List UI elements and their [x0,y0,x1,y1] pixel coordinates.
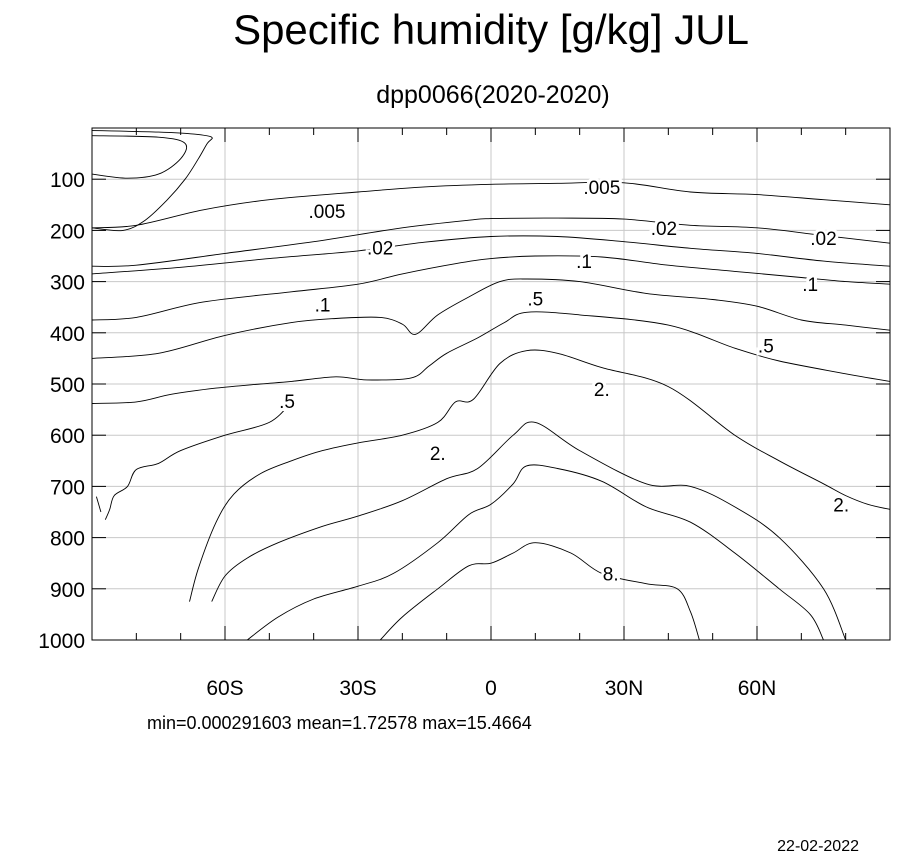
contour-line [91,278,891,359]
contour-line [189,349,891,602]
contour-label: .02 [810,229,836,250]
chart-subtitle: dpp0066(2020-2020) [376,81,610,109]
x-tick-label: 60N [738,677,777,700]
contour-label: .005 [308,202,345,223]
contour-label: 2. [833,495,849,516]
y-tick-label: 300 [50,272,85,295]
y-tick-label: 200 [50,220,85,243]
x-tick-label: 0 [485,677,497,700]
contour-line [91,217,891,267]
x-tick-label: 30N [605,677,644,700]
contour-label: .1 [576,252,592,273]
contour-line [91,235,891,275]
contour-line [91,130,213,232]
y-tick-label: 900 [50,579,85,602]
contour-label: .005 [583,178,620,199]
x-tick-label: 30S [339,677,376,700]
x-tick-label: 60S [206,677,243,700]
chart-title: Specific humidity [g/kg] JUL [233,6,749,53]
contour-lines [91,130,891,641]
contour-line [104,401,292,520]
x-tick-labels: 60S 30S 0 30N 60N [206,677,776,700]
contour-label: .5 [527,289,543,310]
contour-line [211,421,847,641]
contour-line [91,181,891,229]
date-text: 22-02-2022 [777,838,859,855]
contour-label: .1 [802,275,818,296]
contour-labels: .005 .005 .02 .02 .02 .1 .1 .1 .5 .5 .5 2. 2. 2. 8. [276,175,852,589]
contour-label: .02 [651,219,677,240]
y-tick-label: 700 [50,476,85,499]
contour-line [91,311,891,404]
y-tick-label: 400 [50,323,85,346]
contour-label: .5 [279,392,295,413]
y-tick-label: 1000 [38,630,85,653]
contour-line [246,464,824,641]
stats-text: min=0.000291603 mean=1.72578 max=15.4664 [147,713,532,733]
contour-label: .5 [758,337,774,358]
y-tick-label: 800 [50,528,85,551]
contour-label: .02 [367,238,393,259]
contour-label: 2. [430,444,446,465]
axis-ticks [92,128,890,641]
contour-line [379,542,700,641]
contour-line [91,255,891,321]
contour-line [91,135,188,179]
y-tick-label: 500 [50,374,85,397]
y-tick-label: 600 [50,425,85,448]
contour-label: 2. [594,380,610,401]
contour-label: 8. [603,564,619,585]
y-tick-labels: 100 200 300 400 500 600 700 800 900 1000 [38,169,85,653]
contour-line [95,496,102,513]
y-tick-label: 100 [50,169,85,192]
contour-label: .1 [315,296,331,317]
